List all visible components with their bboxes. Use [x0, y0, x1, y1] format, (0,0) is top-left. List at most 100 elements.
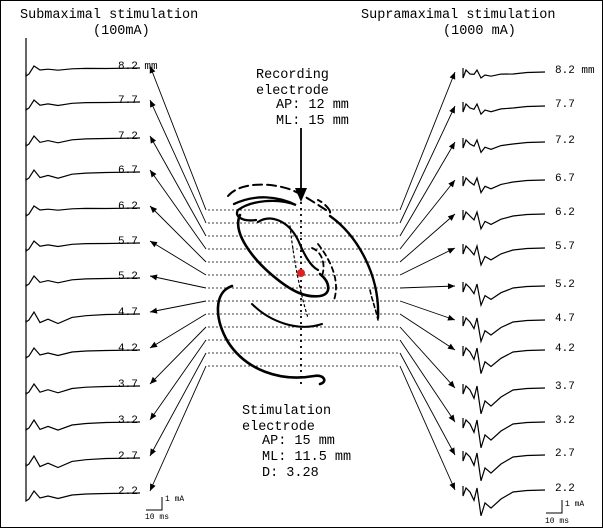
- depth-arrow-head: [150, 170, 157, 178]
- depth-arrow-head: [150, 136, 157, 144]
- right-trace-panel: 8.2 mm 7.7 7.2 6.7 6.2 5.7 5.2 4.7 4.2 3.7 3.2 2.7 2…: [462, 65, 595, 516]
- outline-lower-loop: [216, 284, 326, 386]
- left-depth-label: 7.7: [118, 95, 138, 107]
- depth-arrow-head: [150, 241, 158, 248]
- depth-dotted-lines: [208, 209, 398, 367]
- right-depth-label: 4.7: [555, 313, 575, 325]
- stimulation-ml: ML: 11.5 mm: [262, 450, 351, 465]
- stimulation-d: D: 3.28: [262, 466, 319, 481]
- recording-label: Recording: [256, 68, 329, 83]
- right-depth-label: 7.2: [555, 135, 575, 147]
- right-depth-label: 5.2: [555, 279, 575, 291]
- stimulation-label: Stimulation: [242, 404, 331, 419]
- left-depth-label: 3.7: [118, 379, 138, 391]
- depth-arrow: [399, 179, 456, 250]
- right-scale-amp: 1 mA: [565, 500, 584, 509]
- depth-arrow-head: [448, 414, 455, 422]
- right-trace: [462, 282, 546, 308]
- recording-arrow-head: [295, 188, 307, 202]
- depth-arrow-head: [150, 341, 158, 348]
- left-trace: [25, 356, 141, 396]
- depth-arrow: [399, 247, 456, 276]
- left-trace: [25, 392, 141, 432]
- right-scale-bar: [546, 500, 563, 514]
- depth-arrow: [149, 352, 207, 457]
- left-trace: [25, 320, 141, 360]
- depth-arrow: [149, 169, 207, 250]
- depth-arrow-head: [150, 274, 158, 281]
- depth-arrow: [149, 365, 207, 492]
- depth-arrow: [149, 65, 207, 211]
- depth-arrow-head: [150, 412, 157, 420]
- outline-right-arc-dashed: [369, 289, 379, 321]
- left-scale-bar: [146, 497, 163, 511]
- depth-arrow-head: [449, 72, 456, 80]
- left-trace: [25, 38, 141, 78]
- right-depth-label: 7.7: [555, 99, 575, 111]
- stimulation-label-2: electrode: [242, 420, 315, 435]
- depth-arrow-head: [447, 343, 455, 350]
- left-trace: [25, 178, 141, 218]
- right-scale-time: 10 ms: [545, 517, 569, 526]
- depth-arrow: [399, 285, 456, 289]
- outline-dashed-right: [311, 243, 337, 301]
- right-title-line2: (1000 mA): [443, 24, 516, 39]
- outline-lower-inner: [251, 303, 323, 328]
- depth-arrow-head: [449, 482, 455, 490]
- left-depth-label: 5.2: [118, 271, 138, 283]
- depth-arrow: [149, 275, 207, 289]
- right-depth-label: 6.7: [555, 173, 575, 185]
- depth-arrow-head: [447, 248, 455, 254]
- left-trace: [25, 284, 141, 325]
- left-depth-label: 4.2: [118, 343, 138, 355]
- right-depth-label: 8.2 mm: [555, 65, 595, 77]
- left-scale-amp: 1 mA: [165, 495, 184, 504]
- left-depth-label: 6.2: [118, 201, 138, 213]
- right-title-line1: Supramaximal stimulation: [361, 8, 555, 23]
- left-depth-label: 4.7: [118, 307, 138, 319]
- outline-upper-curl: [232, 196, 297, 222]
- depth-arrow: [399, 71, 456, 211]
- right-depth-label: 2.7: [555, 448, 575, 460]
- depth-arrow: [149, 205, 207, 263]
- recording-ap: AP: 12 mm: [276, 98, 349, 113]
- depth-arrow-head: [448, 180, 455, 188]
- outline-vertical: [289, 225, 309, 319]
- right-trace: [462, 316, 546, 344]
- right-depth-label: 6.2: [555, 207, 575, 219]
- left-trace: [25, 72, 141, 112]
- left-trace: [25, 248, 141, 288]
- depth-arrow: [399, 213, 456, 263]
- depth-arrow-head: [150, 206, 158, 214]
- left-trace: [25, 142, 141, 182]
- outline-lobe: [237, 213, 330, 298]
- left-depth-label: 2.7: [118, 451, 138, 463]
- right-trace: [462, 102, 546, 116]
- recording-label-2: electrode: [256, 84, 329, 99]
- right-depth-label: 2.2: [555, 483, 575, 495]
- left-trace: [25, 463, 141, 503]
- depth-arrow: [399, 300, 456, 321]
- outline-right-arc: [328, 214, 380, 320]
- depth-arrow: [399, 105, 456, 224]
- depth-arrow: [399, 339, 456, 423]
- left-depth-label: 2.2: [118, 486, 138, 498]
- right-trace: [462, 486, 546, 516]
- right-trace: [462, 384, 546, 414]
- depth-arrow-head: [448, 380, 455, 388]
- depth-arrow-head: [150, 448, 156, 456]
- stimulation-site-marker: [297, 269, 305, 277]
- left-title-line1: Submaximal stimulation: [20, 8, 198, 23]
- depth-arrow-head: [447, 314, 455, 321]
- depth-arrow: [149, 240, 207, 276]
- depth-arrow: [149, 99, 207, 224]
- depth-arrow-head: [150, 100, 156, 108]
- right-trace: [462, 346, 546, 374]
- left-title-line2: (100mA): [93, 24, 150, 39]
- depth-arrow: [399, 326, 456, 389]
- depth-arrow-head: [149, 66, 156, 74]
- right-trace: [462, 176, 546, 195]
- right-trace: [462, 68, 546, 79]
- left-trace: [25, 108, 141, 148]
